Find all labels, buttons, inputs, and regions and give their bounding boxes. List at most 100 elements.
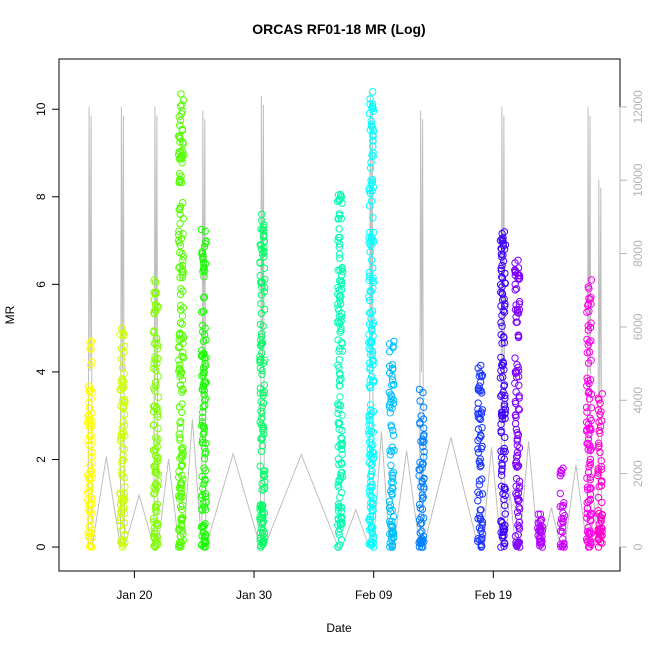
data-point bbox=[388, 381, 396, 389]
data-point bbox=[88, 409, 96, 417]
data-point bbox=[587, 529, 595, 538]
data-point bbox=[366, 100, 374, 108]
data-point bbox=[337, 474, 345, 482]
data-point bbox=[366, 491, 374, 499]
data-point bbox=[497, 353, 505, 362]
y2-tick-label: 4000 bbox=[631, 387, 645, 414]
flight-series bbox=[197, 225, 210, 551]
plot-area bbox=[84, 88, 606, 551]
data-point bbox=[176, 319, 185, 327]
data-point bbox=[597, 478, 606, 486]
data-point bbox=[496, 281, 505, 289]
data-point bbox=[478, 490, 487, 498]
data-point bbox=[387, 421, 395, 429]
data-point bbox=[150, 359, 158, 368]
data-point bbox=[179, 304, 188, 312]
data-point bbox=[260, 221, 268, 229]
data-point bbox=[201, 475, 209, 484]
data-point bbox=[386, 447, 394, 455]
data-point bbox=[200, 464, 208, 472]
data-point bbox=[150, 309, 159, 318]
data-point bbox=[366, 309, 374, 317]
data-point bbox=[595, 439, 603, 447]
data-point bbox=[335, 292, 344, 301]
data-point bbox=[501, 414, 509, 423]
data-point bbox=[419, 459, 427, 468]
data-point bbox=[417, 437, 425, 446]
data-point bbox=[511, 354, 519, 362]
data-point bbox=[587, 484, 595, 493]
data-point bbox=[258, 538, 266, 546]
data-point bbox=[365, 330, 373, 339]
data-point bbox=[367, 180, 375, 188]
data-point bbox=[595, 534, 603, 542]
data-point bbox=[556, 468, 564, 477]
data-point bbox=[260, 248, 268, 256]
data-point bbox=[497, 264, 505, 273]
data-point bbox=[511, 271, 519, 279]
data-point bbox=[476, 455, 484, 463]
data-point bbox=[475, 511, 484, 520]
flight-series bbox=[556, 464, 569, 551]
data-point bbox=[596, 410, 604, 419]
data-point bbox=[366, 384, 374, 392]
data-point bbox=[175, 227, 183, 235]
data-point bbox=[499, 257, 508, 265]
data-point bbox=[557, 519, 565, 528]
data-point bbox=[202, 238, 210, 246]
y-tick-label: 2 bbox=[34, 456, 48, 463]
data-point bbox=[175, 367, 183, 375]
data-point bbox=[476, 378, 485, 386]
data-point bbox=[257, 407, 265, 415]
data-point bbox=[594, 469, 602, 477]
data-point bbox=[175, 343, 183, 352]
data-point bbox=[586, 458, 594, 467]
data-point bbox=[474, 535, 482, 543]
data-point bbox=[175, 170, 184, 178]
data-point bbox=[514, 333, 523, 342]
data-point bbox=[178, 352, 186, 361]
data-point bbox=[501, 269, 509, 278]
data-point bbox=[257, 447, 266, 456]
data-point bbox=[338, 520, 346, 528]
data-point bbox=[515, 392, 523, 400]
data-point bbox=[515, 372, 523, 381]
data-point bbox=[259, 526, 267, 534]
data-point bbox=[178, 514, 187, 522]
data-point bbox=[369, 499, 377, 507]
data-point bbox=[150, 402, 159, 410]
data-point bbox=[176, 372, 184, 380]
data-point bbox=[497, 518, 505, 526]
data-point bbox=[366, 515, 375, 523]
data-point bbox=[537, 540, 545, 548]
data-point bbox=[475, 524, 484, 532]
data-point bbox=[179, 349, 187, 357]
data-point bbox=[368, 357, 377, 365]
data-point bbox=[498, 311, 506, 320]
data-point bbox=[87, 500, 96, 509]
data-point bbox=[497, 366, 505, 375]
data-point bbox=[337, 375, 345, 383]
data-point bbox=[150, 295, 158, 304]
data-point bbox=[418, 527, 426, 535]
data-point bbox=[258, 403, 266, 411]
data-point bbox=[176, 493, 184, 501]
data-point bbox=[120, 397, 128, 406]
data-point bbox=[500, 382, 508, 390]
data-point bbox=[338, 411, 346, 419]
data-point bbox=[558, 470, 566, 478]
data-point bbox=[390, 446, 398, 455]
data-point bbox=[178, 408, 186, 417]
data-point bbox=[387, 461, 395, 470]
data-point bbox=[366, 95, 374, 103]
data-point bbox=[335, 211, 344, 220]
data-point bbox=[257, 341, 265, 349]
data-point bbox=[515, 272, 524, 280]
data-point bbox=[85, 398, 93, 407]
data-point bbox=[513, 542, 521, 551]
data-point bbox=[388, 470, 396, 478]
data-point bbox=[596, 399, 604, 408]
data-point bbox=[260, 470, 268, 478]
data-point bbox=[369, 274, 377, 282]
data-point bbox=[153, 519, 162, 528]
